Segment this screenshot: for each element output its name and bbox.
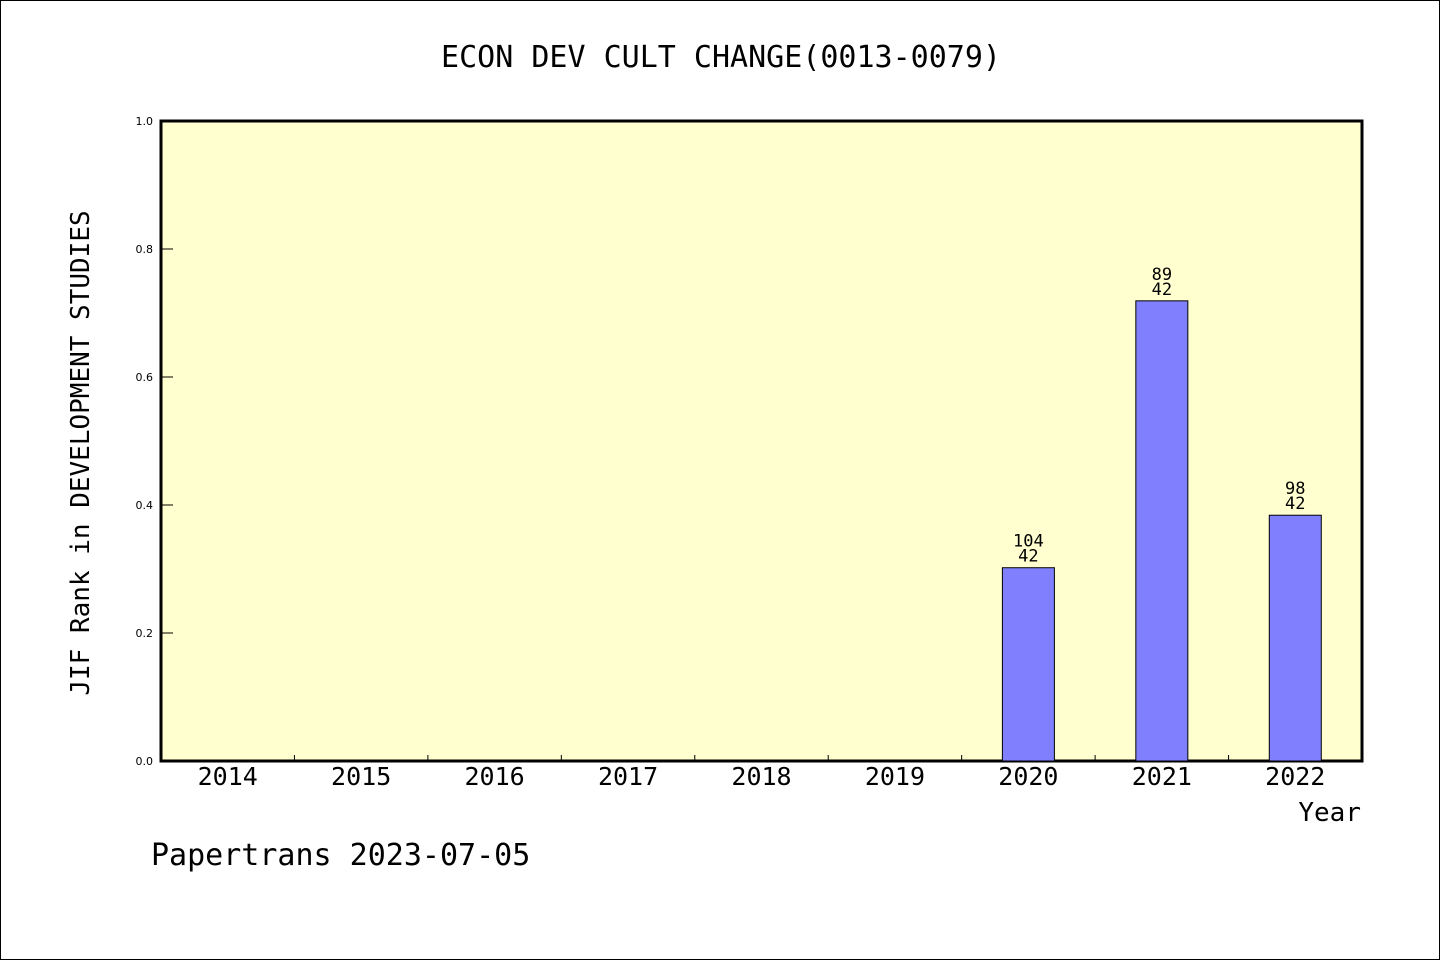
- bar-label-total: 42: [1285, 494, 1305, 514]
- y-axis: 0.0 0.2 0.4 0.6 0.8 1.0: [136, 115, 173, 768]
- bar-label-total: 42: [1018, 547, 1038, 567]
- y-tick-label: 0.2: [136, 627, 154, 640]
- bar: [1001, 567, 1055, 762]
- bar: [1135, 300, 1189, 762]
- y-tick-label: 1.0: [136, 115, 154, 128]
- x-tick-label: 2020: [998, 762, 1058, 791]
- bar-label-rank: 104: [1013, 532, 1044, 552]
- x-tick-label: 2022: [1265, 762, 1325, 791]
- x-tick-label: 2018: [731, 762, 791, 791]
- x-tick-label: 2019: [865, 762, 925, 791]
- y-tick-label: 0.0: [136, 755, 154, 768]
- footer-credit: Papertrans 2023-07-05: [151, 838, 530, 873]
- bars-group: [1001, 300, 1322, 762]
- x-tick-label: 2021: [1132, 762, 1192, 791]
- bar-label-total: 42: [1152, 280, 1172, 300]
- y-tick-label: 0.8: [136, 243, 154, 256]
- x-tick-label: 2015: [331, 762, 391, 791]
- x-tick-label: 2016: [465, 762, 525, 791]
- x-axis: 2014 2015 2016 2017 2018 2019 2020 2021 2022: [198, 755, 1325, 791]
- bar-label-rank: 98: [1285, 479, 1305, 499]
- x-tick-label: 2017: [598, 762, 658, 791]
- y-axis-label: JIF Rank in DEVELOPMENT STUDIES: [66, 210, 96, 695]
- y-tick-label: 0.4: [136, 499, 154, 512]
- bar-label-rank: 89: [1152, 265, 1172, 285]
- chart-title: ECON DEV CULT CHANGE(0013-0079): [441, 40, 1001, 75]
- bar: [1268, 514, 1322, 762]
- x-tick-label: 2014: [198, 762, 258, 791]
- y-tick-label: 0.6: [136, 371, 154, 384]
- x-axis-label: Year: [1298, 798, 1361, 828]
